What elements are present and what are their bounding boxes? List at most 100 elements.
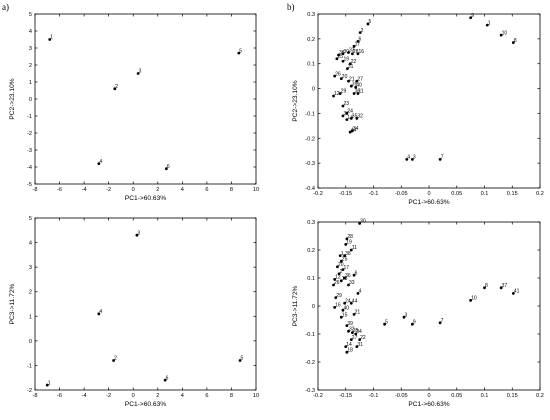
data-point bbox=[135, 233, 139, 237]
data-point bbox=[237, 51, 241, 55]
data-point bbox=[238, 359, 242, 362]
data-point-label: 41 bbox=[514, 289, 520, 295]
data-point bbox=[351, 331, 354, 334]
data-point bbox=[405, 158, 409, 161]
data-point-label: 40 bbox=[343, 305, 349, 311]
data-point bbox=[349, 117, 353, 120]
data-point bbox=[338, 92, 342, 95]
y-tick-label: -0.2 bbox=[305, 136, 315, 142]
y-tick-label: 1 bbox=[29, 314, 32, 320]
data-point bbox=[402, 315, 406, 319]
data-point bbox=[344, 243, 348, 246]
data-point bbox=[351, 52, 354, 56]
data-point bbox=[356, 52, 360, 56]
x-tick-label: 0 bbox=[427, 191, 430, 197]
data-point bbox=[356, 292, 360, 295]
data-point bbox=[352, 273, 356, 277]
data-point-label: 1 bbox=[341, 251, 344, 257]
data-point-label: 11 bbox=[358, 89, 363, 95]
data-point bbox=[334, 296, 338, 299]
data-point-label: 22 bbox=[360, 335, 366, 341]
data-point-label: 30 bbox=[343, 49, 349, 55]
data-point-label: 28 bbox=[353, 49, 359, 55]
y-tick-label: 5 bbox=[29, 12, 32, 18]
y-tick-label: -4 bbox=[27, 165, 32, 171]
data-point bbox=[349, 84, 353, 88]
y-tick-label: -3 bbox=[27, 148, 32, 154]
data-point-label: 8 bbox=[514, 38, 517, 44]
data-point bbox=[45, 383, 49, 387]
data-point-label: 8 bbox=[485, 283, 488, 289]
data-point bbox=[339, 315, 343, 319]
data-point bbox=[358, 222, 362, 225]
data-point bbox=[339, 259, 343, 263]
y-tick-label: 5 bbox=[29, 216, 32, 222]
data-point-label: 10 bbox=[502, 30, 508, 36]
y-tick-label: -0.1 bbox=[305, 332, 315, 338]
data-point bbox=[469, 16, 473, 20]
data-point bbox=[112, 359, 115, 362]
data-point-label: 39 bbox=[347, 321, 353, 327]
data-point bbox=[341, 114, 345, 118]
data-point bbox=[349, 338, 353, 341]
y-tick-label: -2 bbox=[27, 131, 32, 137]
panel-label-b: b) bbox=[287, 2, 295, 12]
data-point-label: 6 bbox=[167, 164, 170, 170]
data-point-label: 6 bbox=[358, 37, 361, 43]
data-point-label: 25 bbox=[342, 256, 348, 262]
x-tick-label: 0.15 bbox=[507, 393, 518, 399]
data-point bbox=[352, 313, 356, 316]
x-axis-label: PC1->60.63% bbox=[408, 199, 449, 206]
x-tick-label: -2 bbox=[106, 187, 111, 193]
y-tick-label: -0.1 bbox=[305, 111, 315, 117]
panel-a-bottom: -8 -6 -4 -2 0 2 4 6 8 10 -2 -1 0 1 2 3 4 5 PC1->60.63% PC3-… bbox=[9, 216, 259, 408]
data-point bbox=[348, 130, 352, 134]
data-point-label: 26 bbox=[334, 280, 340, 286]
data-point-label: 33 bbox=[349, 48, 355, 54]
data-point-label: 12 bbox=[335, 275, 341, 281]
x-tick-label: -0.05 bbox=[395, 191, 408, 197]
data-point-label: 14 bbox=[347, 115, 353, 121]
data-point bbox=[345, 237, 349, 241]
x-tick-label: -0.1 bbox=[369, 191, 379, 197]
data-point bbox=[337, 272, 341, 276]
data-point-label: 44 bbox=[351, 127, 357, 133]
y-tick-label: 4 bbox=[29, 29, 32, 35]
data-point bbox=[352, 44, 356, 48]
x-tick-label: 4 bbox=[181, 187, 184, 193]
data-point bbox=[343, 301, 347, 305]
panel-label-a: a) bbox=[2, 2, 9, 12]
data-point-label: 17 bbox=[343, 265, 349, 271]
y-axis-label: PC2->23.10% bbox=[292, 80, 299, 121]
data-point-label: 44 bbox=[352, 298, 358, 304]
x-tick-label: 0 bbox=[427, 393, 430, 399]
x-tick-label: -2 bbox=[106, 393, 111, 399]
data-point bbox=[332, 283, 335, 287]
data-point-label: 29 bbox=[341, 89, 347, 95]
data-point-label: 24 bbox=[345, 298, 351, 304]
data-point bbox=[356, 39, 360, 43]
x-tick-label: -6 bbox=[57, 393, 62, 399]
y-tick-label: 0.2 bbox=[307, 248, 315, 254]
y-tick-label: 1 bbox=[29, 80, 32, 86]
data-point-label: 35 bbox=[352, 114, 358, 120]
data-point-label: 2 bbox=[361, 28, 364, 34]
x-tick-label: -0.2 bbox=[313, 191, 323, 197]
data-point bbox=[356, 92, 360, 95]
data-point-label: 15 bbox=[342, 312, 348, 318]
x-tick-label: 10 bbox=[253, 187, 259, 193]
panel-b-bottom: -0.2 -0.15 -0.1 -0.05 0 0.05 0.1 0.15 0.2-0.3-0.… bbox=[292, 219, 544, 408]
data-point-label: 1 bbox=[48, 380, 51, 386]
data-point-label: 16 bbox=[335, 303, 341, 309]
y-tick-label: 0 bbox=[312, 87, 315, 93]
data-point bbox=[345, 350, 349, 354]
data-point bbox=[48, 38, 52, 41]
data-point bbox=[355, 345, 359, 348]
x-tick-label: -0.05 bbox=[395, 393, 408, 399]
data-point-label: 31 bbox=[348, 64, 354, 70]
data-point-label: 5 bbox=[385, 319, 388, 325]
data-point-label: 3 bbox=[405, 312, 408, 318]
y-tick-label: 4 bbox=[29, 241, 32, 247]
x-axis-label: PC1->60.63% bbox=[408, 401, 449, 408]
data-point bbox=[511, 41, 515, 44]
